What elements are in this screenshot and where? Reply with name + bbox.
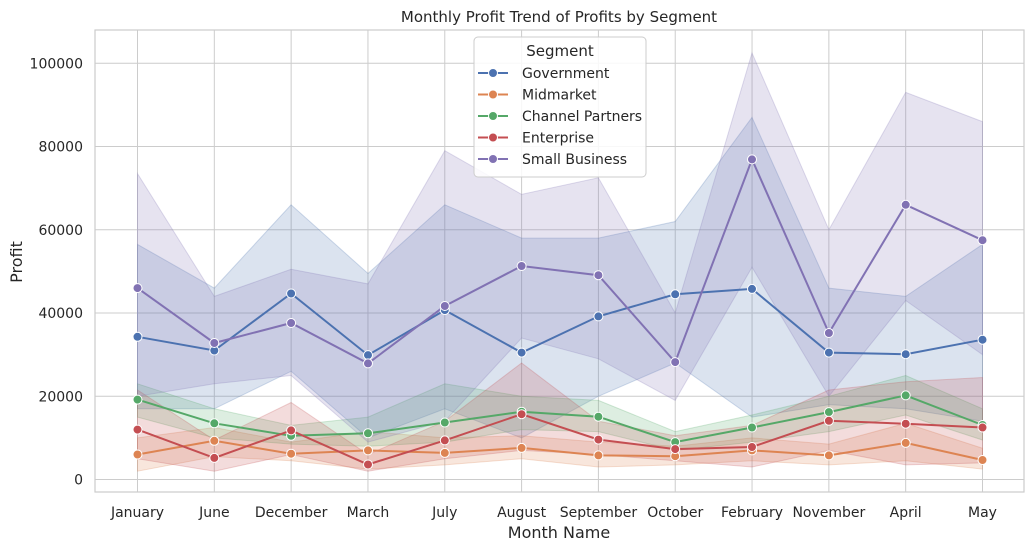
data-point — [670, 357, 681, 368]
y-tick-label: 40000 — [38, 306, 83, 322]
series-lines — [132, 154, 988, 470]
x-tick-label: May — [968, 505, 997, 521]
legend-box — [473, 36, 647, 178]
x-tick-label: April — [890, 505, 922, 521]
y-tick-label: 80000 — [38, 140, 83, 156]
data-point — [439, 447, 450, 458]
series-line — [137, 394, 983, 444]
data-point — [670, 444, 681, 455]
data-point — [593, 311, 604, 322]
legend-marker — [488, 89, 498, 100]
tick-labels: January June December March July August Septem… — [30, 56, 997, 521]
data-point — [209, 452, 220, 463]
x-tick-label: November — [792, 505, 865, 521]
confidence-band — [137, 51, 983, 443]
x-tick-label: August — [497, 505, 547, 521]
data-point — [516, 409, 527, 420]
data-point — [977, 455, 988, 465]
data-point — [977, 334, 988, 345]
data-point — [209, 435, 220, 446]
data-point — [209, 418, 220, 429]
data-point — [209, 338, 220, 348]
x-tick-label: October — [647, 505, 703, 521]
legend-marker — [488, 111, 498, 121]
data-point — [823, 450, 834, 461]
x-tick-label: June — [198, 505, 230, 521]
series-line — [136, 156, 983, 365]
data-point — [363, 358, 373, 369]
legend-label: Channel Partners — [522, 109, 642, 125]
data-point — [286, 448, 297, 459]
data-point — [900, 437, 911, 448]
data-point — [286, 288, 297, 299]
data-point — [900, 390, 911, 401]
data-point — [747, 283, 757, 294]
data-point — [132, 283, 143, 294]
data-point — [363, 428, 373, 439]
x-tick-label: July — [431, 505, 457, 521]
data-point — [439, 417, 450, 428]
data-point — [132, 394, 143, 405]
data-point — [516, 442, 527, 453]
series-line — [137, 439, 983, 461]
legend: Segment Government Midmarket Channel Partn… — [473, 36, 647, 178]
data-point — [593, 411, 604, 422]
data-point — [977, 422, 988, 433]
data-point — [363, 350, 373, 361]
data-point — [516, 261, 527, 271]
data-point — [823, 407, 834, 418]
data-point — [286, 425, 297, 436]
data-point — [747, 154, 757, 165]
x-tick-label: September — [560, 505, 638, 521]
legend-marker — [488, 132, 498, 143]
legend-marker — [488, 154, 498, 164]
legend-label: Small Business — [522, 152, 627, 168]
data-point — [823, 347, 834, 358]
legend-marker — [488, 68, 498, 78]
data-point — [132, 331, 143, 342]
y-tick-label: 100000 — [30, 56, 83, 72]
data-point — [900, 418, 911, 429]
data-point — [593, 270, 604, 281]
y-tick-label: 60000 — [38, 223, 83, 239]
data-point — [823, 415, 834, 426]
data-point — [439, 301, 450, 311]
data-point — [132, 424, 143, 435]
data-point — [593, 450, 604, 461]
data-point — [747, 442, 757, 452]
x-axis-label: Month Name — [508, 523, 610, 542]
x-tick-label: January — [110, 505, 164, 521]
x-tick-label: December — [255, 505, 328, 521]
y-tick-label: 0 — [74, 473, 83, 489]
data-point — [516, 347, 527, 358]
y-axis-label: Profit — [7, 241, 26, 283]
chart-title: Monthly Profit Trend of Profits by Segme… — [401, 8, 717, 26]
series-line — [137, 287, 983, 357]
series-line — [137, 413, 983, 466]
y-tick-label: 20000 — [38, 389, 83, 405]
legend-label: Government — [522, 66, 610, 82]
legend-label: Midmarket — [522, 88, 597, 104]
data-point — [286, 318, 297, 328]
data-point — [823, 328, 834, 338]
data-point — [363, 459, 373, 470]
data-point — [900, 199, 911, 210]
plot-frame — [94, 29, 1025, 493]
x-tick-label: March — [347, 505, 390, 521]
confidence-bands — [137, 51, 983, 472]
data-point — [132, 449, 143, 460]
x-tick-label: February — [721, 505, 783, 521]
legend-label: Enterprise — [522, 131, 594, 147]
data-point — [747, 422, 757, 433]
data-point — [900, 349, 911, 360]
data-point — [670, 289, 681, 300]
legend-title: Segment — [526, 42, 594, 60]
data-point — [977, 235, 988, 246]
data-point — [439, 435, 450, 446]
data-point — [363, 445, 373, 456]
data-point — [593, 434, 604, 445]
